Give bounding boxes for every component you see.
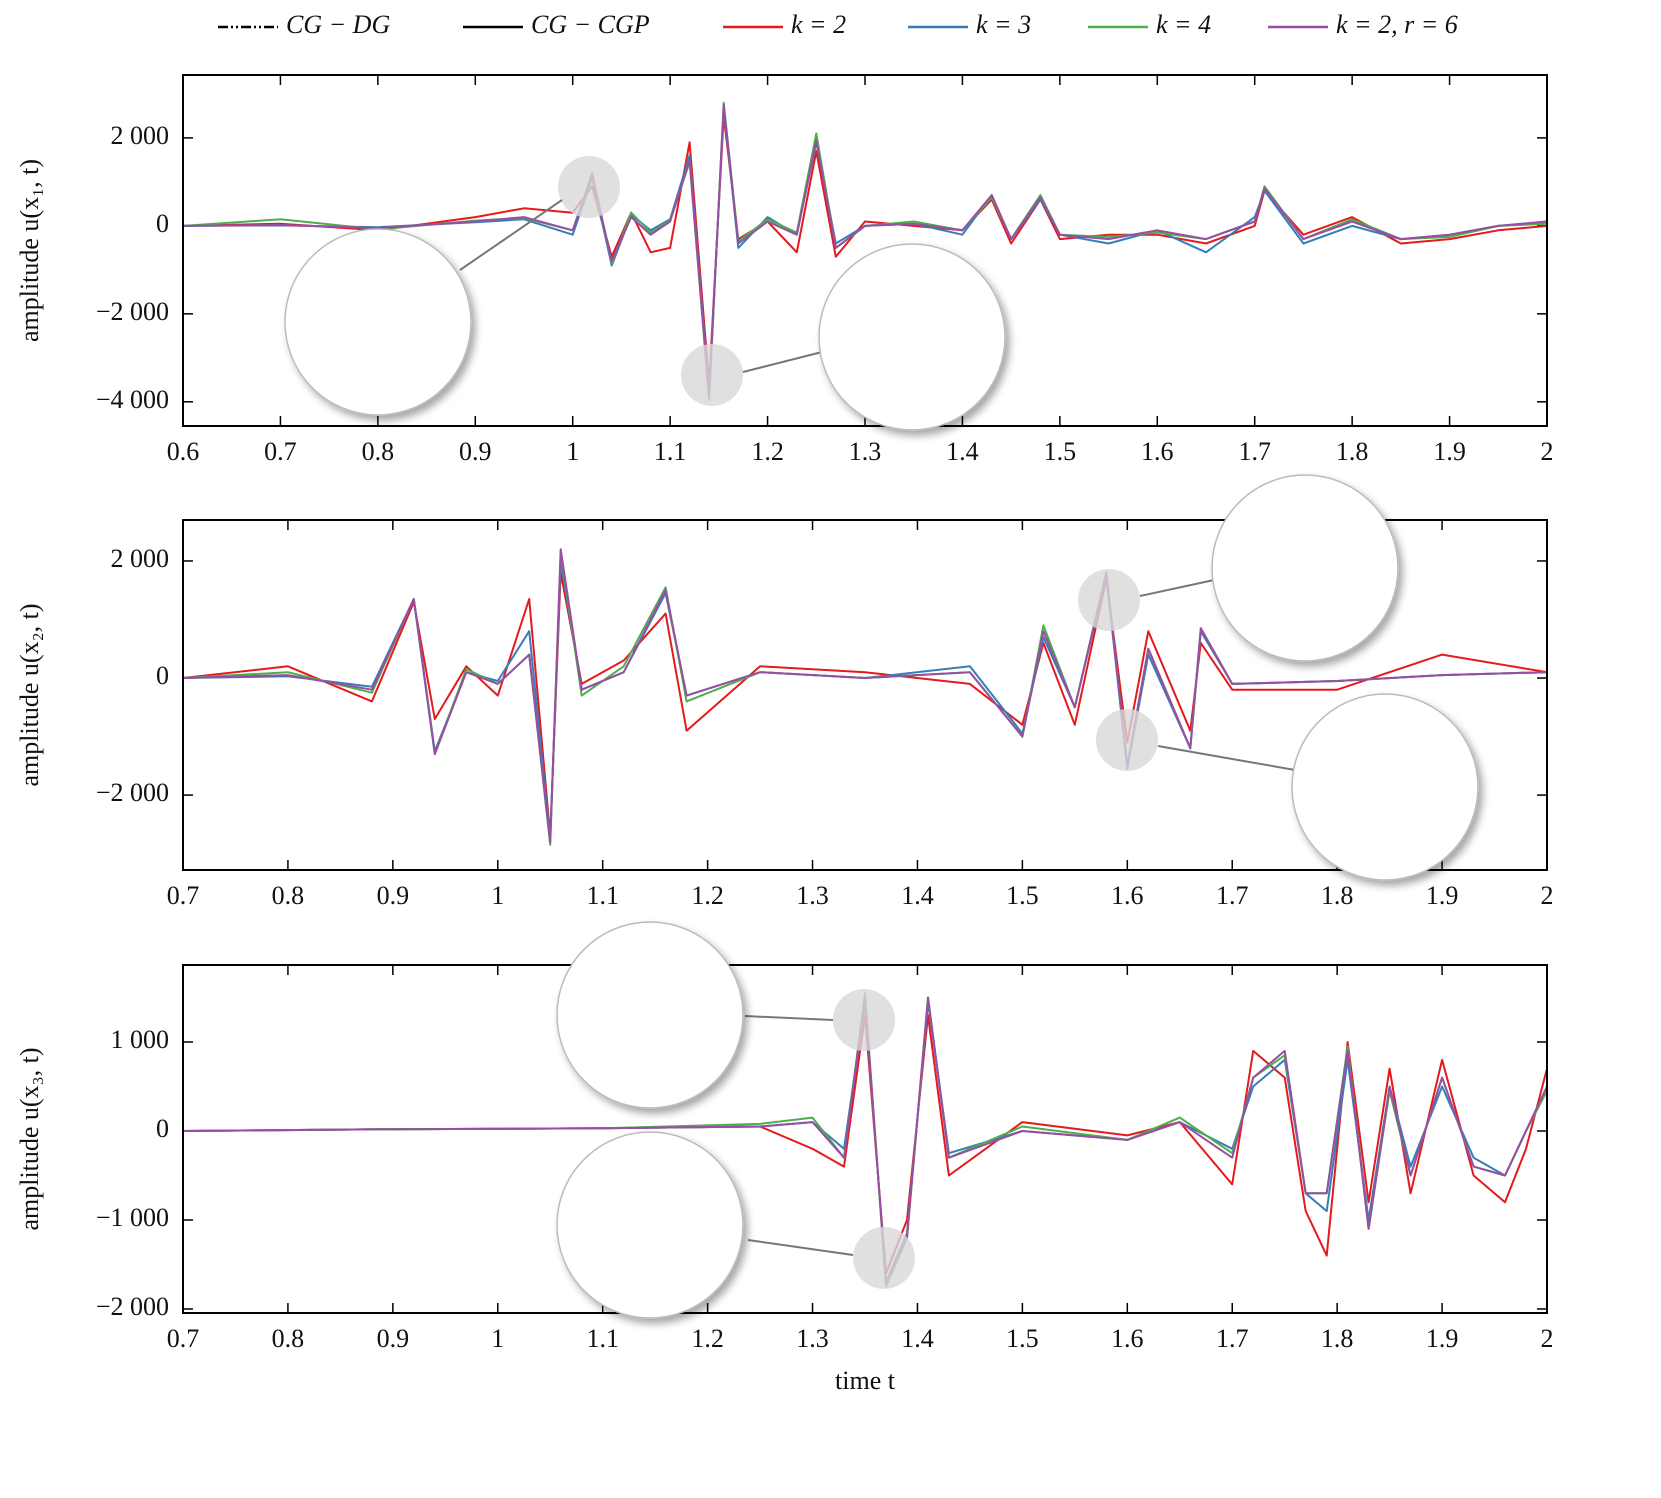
legend-label: k = 2, r = 6 xyxy=(1336,10,1458,39)
x-tick-label: 1.4 xyxy=(901,881,934,910)
x-tick-label: 1.3 xyxy=(849,437,882,466)
zoom-spot xyxy=(853,1227,915,1289)
x-tick-label: 2 xyxy=(1541,437,1554,466)
x-tick-label: 1.9 xyxy=(1426,881,1459,910)
x-tick-label: 1.1 xyxy=(654,437,687,466)
x-tick-label: 0.9 xyxy=(459,437,492,466)
connector xyxy=(1139,579,1215,597)
connector xyxy=(742,351,823,373)
zoom-spot xyxy=(681,344,743,406)
plot-frame xyxy=(182,964,1548,1314)
y-tick-label: 0 xyxy=(156,209,169,238)
x-tick-label: 1.5 xyxy=(1044,437,1077,466)
x-tick-label: 1.3 xyxy=(796,1324,829,1353)
x-tick-label: 1.4 xyxy=(901,1324,934,1353)
x-tick-label: 0.8 xyxy=(272,881,305,910)
x-tick-label: 1.2 xyxy=(691,881,724,910)
y-tick-label: −1 000 xyxy=(96,1203,169,1232)
x-tick-label: 1.7 xyxy=(1238,437,1271,466)
legend-label: CG − CGP xyxy=(531,10,650,39)
x-tick-label: 1.6 xyxy=(1141,437,1174,466)
y-tick-label: −2 000 xyxy=(96,1292,169,1321)
y-tick-label: −2 000 xyxy=(96,778,169,807)
zoom-spot xyxy=(1096,709,1158,771)
x-tick-label: 1.7 xyxy=(1216,1324,1249,1353)
y-axis-label: amplitude u(x₁, t) xyxy=(15,159,44,342)
x-tick-label: 2 xyxy=(1541,881,1554,910)
legend-label: k = 4 xyxy=(1156,10,1211,39)
x-tick-label: 1.7 xyxy=(1216,881,1249,910)
y-tick-label: 0 xyxy=(156,661,169,690)
x-tick-label: 0.9 xyxy=(377,1324,410,1353)
y-tick-label: 0 xyxy=(156,1114,169,1143)
x-tick-label: 1.4 xyxy=(946,437,979,466)
connector xyxy=(459,199,563,271)
x-tick-label: 1.1 xyxy=(586,1324,619,1353)
y-axis-label: amplitude u(x₂, t) xyxy=(15,603,44,786)
x-tick-label: 1.2 xyxy=(751,437,784,466)
x-tick-label: 0.8 xyxy=(362,437,395,466)
zoom-inset xyxy=(556,921,744,1109)
x-tick-label: 1.6 xyxy=(1111,1324,1144,1353)
legend-label: CG − DG xyxy=(286,10,390,39)
x-tick-label: 1.6 xyxy=(1111,881,1144,910)
x-tick-label: 1.5 xyxy=(1006,881,1039,910)
zoom-spot xyxy=(558,156,620,218)
x-tick-label: 0.6 xyxy=(167,437,200,466)
x-tick-label: 1.8 xyxy=(1321,1324,1354,1353)
zoom-spot xyxy=(833,989,895,1051)
x-axis-label: time t xyxy=(835,1366,896,1395)
connector xyxy=(747,1239,854,1256)
x-tick-label: 0.7 xyxy=(167,881,200,910)
plot-frame xyxy=(182,74,1548,427)
connector xyxy=(1157,745,1296,771)
series-line xyxy=(183,996,1547,1284)
x-tick-label: 1.2 xyxy=(691,1324,724,1353)
x-tick-label: 1 xyxy=(491,881,504,910)
plot-frame xyxy=(182,519,1548,871)
y-tick-label: −2 000 xyxy=(96,297,169,326)
y-axis-label: amplitude u(x₃, t) xyxy=(15,1047,44,1230)
zoom-inset xyxy=(556,1131,744,1319)
x-tick-label: 0.8 xyxy=(272,1324,305,1353)
zoom-spot xyxy=(1078,569,1140,631)
y-tick-label: −4 000 xyxy=(96,385,169,414)
x-tick-label: 0.7 xyxy=(264,437,297,466)
x-tick-label: 1.8 xyxy=(1336,437,1369,466)
series-line xyxy=(183,548,1547,843)
zoom-inset xyxy=(818,243,1006,431)
x-tick-label: 0.9 xyxy=(377,881,410,910)
x-tick-label: 1.8 xyxy=(1321,881,1354,910)
x-tick-label: 1.1 xyxy=(586,881,619,910)
legend-label: k = 2 xyxy=(791,10,846,39)
x-tick-label: 0.7 xyxy=(167,1324,200,1353)
x-tick-label: 1.9 xyxy=(1426,1324,1459,1353)
x-tick-label: 1 xyxy=(566,437,579,466)
connector xyxy=(744,1015,834,1021)
x-tick-label: 1.5 xyxy=(1006,1324,1039,1353)
x-tick-label: 1.3 xyxy=(796,881,829,910)
x-tick-label: 1 xyxy=(491,1324,504,1353)
zoom-spots xyxy=(558,156,1158,1289)
x-tick-label: 2 xyxy=(1541,1324,1554,1353)
zoom-connectors xyxy=(459,199,1296,1256)
zoom-inset xyxy=(1211,474,1399,662)
zoom-inset xyxy=(1291,693,1479,881)
x-tick-label: 1.9 xyxy=(1433,437,1466,466)
y-tick-label: 2 000 xyxy=(111,544,170,573)
y-tick-label: 1 000 xyxy=(111,1025,170,1054)
y-tick-label: 2 000 xyxy=(111,121,170,150)
zoom-insets xyxy=(284,228,1479,1319)
zoom-inset xyxy=(284,228,472,416)
legend-label: k = 3 xyxy=(976,10,1031,39)
